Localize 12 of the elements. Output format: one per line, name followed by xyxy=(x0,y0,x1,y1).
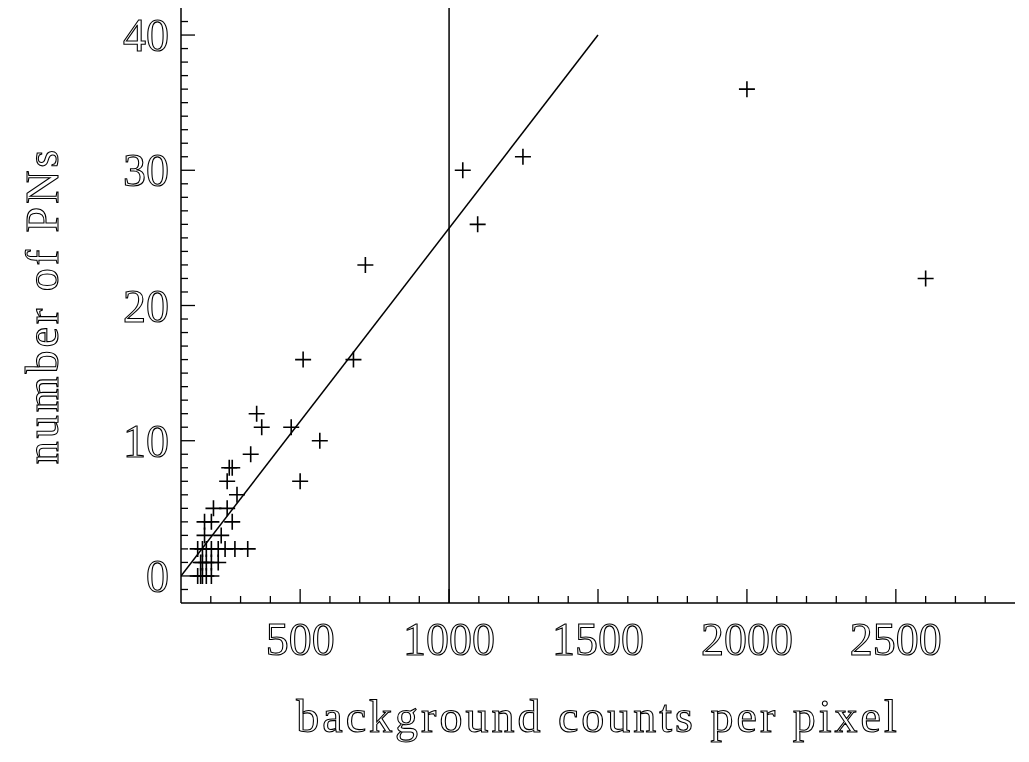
y-tick-label: 40 xyxy=(123,10,169,62)
x-tick-label: 1000 xyxy=(403,614,496,665)
x-tick-label: 2500 xyxy=(849,614,942,665)
y-tick-label: 20 xyxy=(123,280,169,332)
y-axis-title: number of PNs xyxy=(17,146,68,465)
x-tick-label: 500 xyxy=(265,614,335,665)
y-tick-label: 0 xyxy=(146,550,169,602)
x-axis-title: background counts per pixel xyxy=(296,691,900,742)
x-tick-label: 2000 xyxy=(700,614,793,665)
y-tick-label: 10 xyxy=(123,415,169,467)
y-tick-label: 30 xyxy=(123,145,169,197)
x-tick-label: 1500 xyxy=(552,614,644,665)
